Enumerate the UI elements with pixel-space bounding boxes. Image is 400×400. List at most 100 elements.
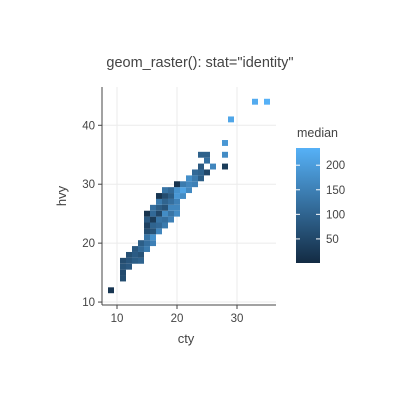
- raster-cell: [120, 263, 126, 270]
- raster-cell: [186, 187, 192, 194]
- raster-cell: [192, 175, 198, 182]
- raster-cell: [144, 240, 150, 247]
- color-legend: median 50 100 150 200: [296, 126, 345, 263]
- raster-cell: [162, 204, 168, 211]
- raster-cell: [156, 198, 162, 205]
- raster-cell: [174, 187, 180, 194]
- y-tick-label: 20: [82, 238, 95, 250]
- raster-cell: [108, 287, 114, 294]
- raster-cell: [198, 175, 204, 182]
- raster-cell: [174, 193, 180, 199]
- y-tick-label: 10: [82, 297, 95, 309]
- plot-panel: 10 20 30 10 20 30 40: [82, 87, 276, 325]
- raster-cell: [126, 251, 132, 258]
- raster-cells: [108, 98, 270, 294]
- x-tick-label: 20: [171, 313, 184, 325]
- raster-cell: [120, 275, 126, 282]
- legend-tick-label: 200: [326, 160, 345, 172]
- raster-cell: [168, 198, 174, 205]
- raster-cell: [156, 222, 162, 229]
- raster-cell: [186, 181, 192, 188]
- raster-cell: [162, 193, 168, 199]
- raster-cell: [150, 222, 156, 229]
- raster-cell: [156, 210, 162, 217]
- raster-cell: [150, 228, 156, 235]
- raster-cell: [192, 181, 198, 188]
- raster-cell: [222, 151, 228, 158]
- raster-cell: [156, 204, 162, 211]
- raster-cell: [150, 234, 156, 241]
- raster-cell: [150, 204, 156, 211]
- grid: [102, 87, 276, 305]
- raster-cell: [144, 222, 150, 229]
- legend-tick-label: 100: [326, 209, 345, 221]
- legend-tick-label: 150: [326, 185, 345, 197]
- raster-cell: [180, 193, 186, 199]
- raster-cell: [156, 216, 162, 223]
- y-tick-label: 40: [82, 120, 95, 132]
- y-tick-label: 30: [82, 179, 95, 191]
- raster-cell: [198, 169, 204, 176]
- raster-cell: [168, 210, 174, 217]
- raster-cell: [174, 198, 180, 205]
- x-axis-title: cty: [178, 331, 195, 346]
- raster-cell: [174, 181, 180, 188]
- raster-cell: [264, 98, 270, 105]
- raster-cell: [168, 187, 174, 194]
- raster-cell: [162, 210, 168, 217]
- raster-cell: [168, 216, 174, 223]
- legend-title: median: [297, 126, 338, 140]
- raster-cell: [156, 193, 162, 199]
- raster-cell: [168, 193, 174, 199]
- raster-cell: [192, 169, 198, 176]
- raster-cell: [204, 169, 210, 176]
- raster-cell: [174, 204, 180, 211]
- raster-cell: [162, 222, 168, 229]
- chart-title: geom_raster(): stat="identity": [106, 55, 293, 71]
- raster-cell: [150, 210, 156, 217]
- x-tick-label: 30: [231, 313, 244, 325]
- raster-cell: [144, 246, 150, 252]
- raster-cell: [144, 210, 150, 217]
- raster-cell: [126, 257, 132, 264]
- raster-cell: [138, 251, 144, 258]
- raster-cell: [120, 257, 126, 264]
- raster-cell: [138, 246, 144, 252]
- raster-cell: [132, 257, 138, 264]
- raster-cell: [138, 240, 144, 247]
- legend-tick-label: 50: [326, 234, 339, 246]
- raster-cell: [168, 204, 174, 211]
- raster-cell: [222, 163, 228, 170]
- raster-cell: [180, 181, 186, 188]
- raster-cell: [162, 198, 168, 205]
- raster-cell: [198, 151, 204, 158]
- legend-ticks: 50 100 150 200: [296, 160, 345, 246]
- raster-cell: [120, 269, 126, 276]
- raster-cell: [186, 175, 192, 182]
- raster-cell: [228, 116, 234, 123]
- raster-cell: [198, 163, 204, 170]
- raster-cell: [162, 216, 168, 223]
- x-axis: 10 20 30: [102, 304, 276, 325]
- raster-cell: [144, 234, 150, 241]
- raster-cell: [156, 228, 162, 235]
- raster-cell: [174, 210, 180, 217]
- raster-cell: [162, 187, 168, 194]
- raster-cell: [210, 163, 216, 170]
- raster-cell: [222, 140, 228, 146]
- raster-cell: [126, 263, 132, 270]
- raster-cell: [132, 251, 138, 258]
- raster-cell: [150, 216, 156, 223]
- raster-cell: [150, 240, 156, 247]
- raster-cell: [252, 98, 258, 105]
- raster-cell: [132, 246, 138, 252]
- raster-cell: [144, 216, 150, 223]
- raster-cell: [204, 157, 210, 164]
- raster-cell: [180, 187, 186, 194]
- y-axis-title: hvy: [54, 185, 69, 206]
- y-axis: 10 20 30 40: [82, 87, 103, 309]
- raster-cell: [138, 257, 144, 264]
- legend-colorbar: [296, 148, 320, 263]
- raster-cell: [144, 228, 150, 235]
